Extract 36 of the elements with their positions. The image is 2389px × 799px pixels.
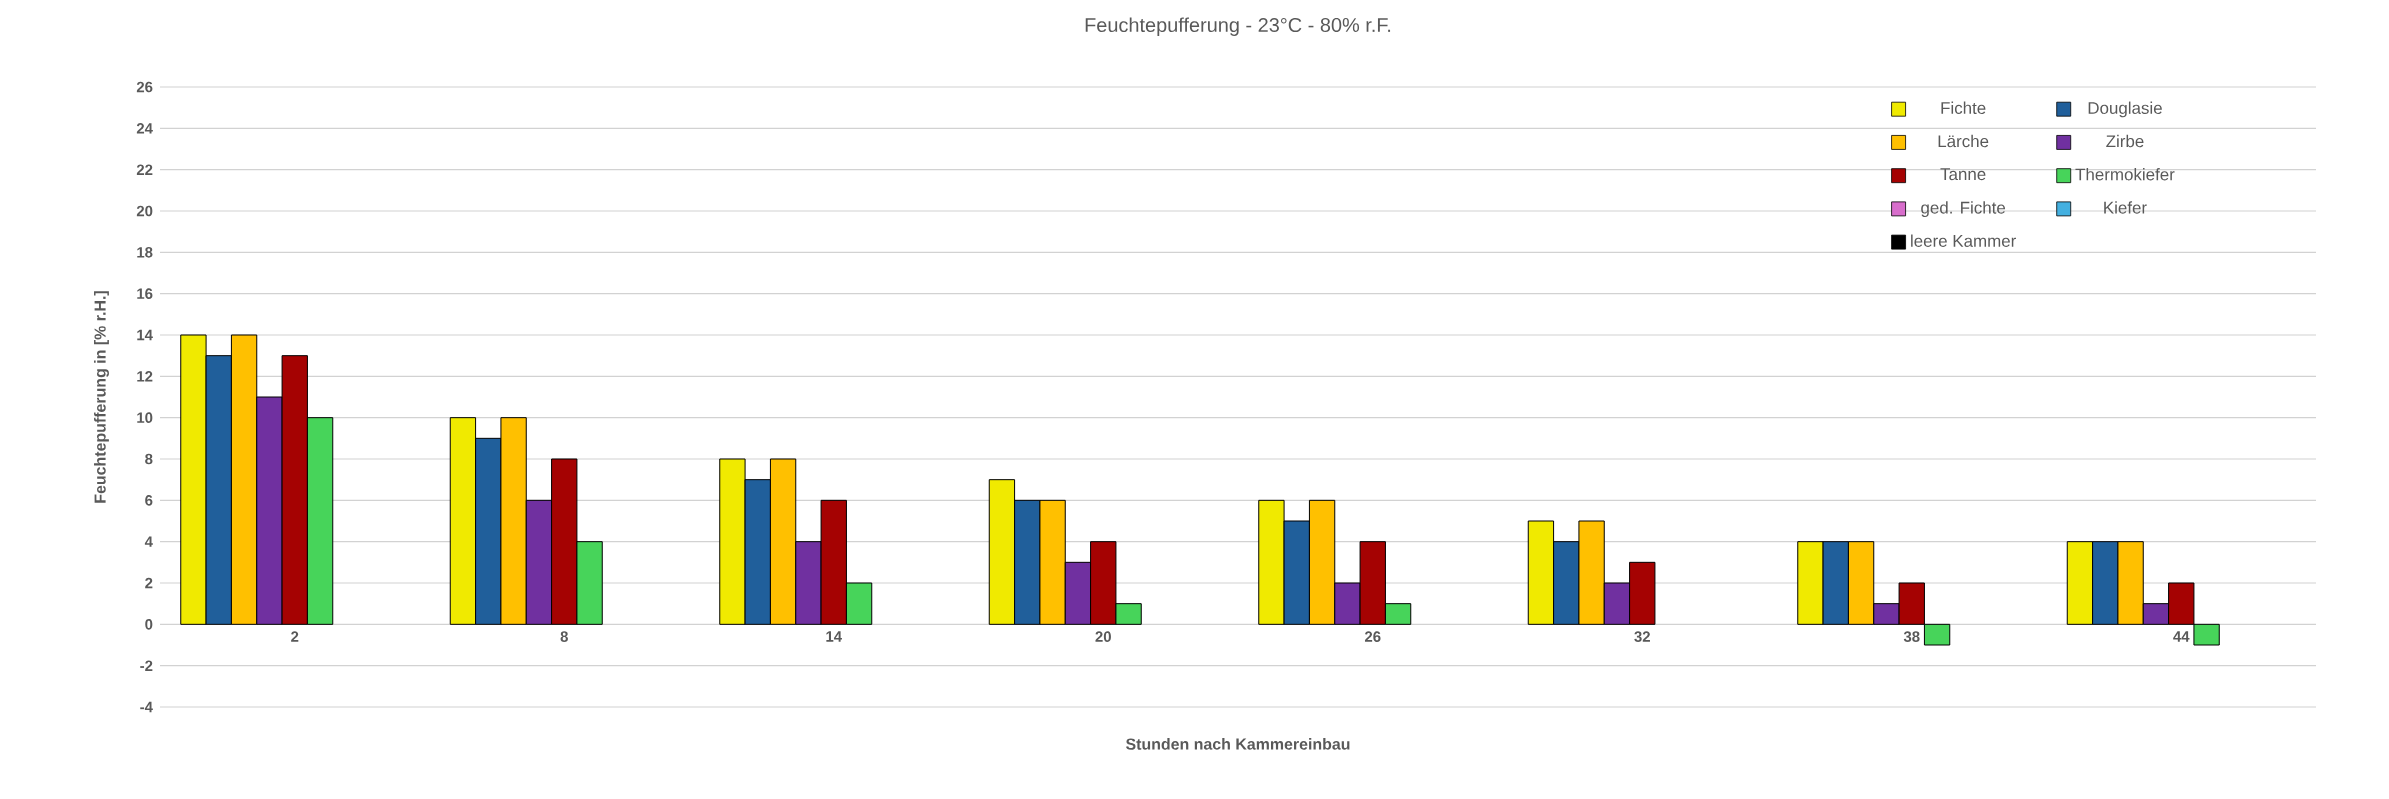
x-tick-label: 38: [1903, 631, 1920, 642]
x-tick-label: 8: [560, 631, 568, 642]
y-tick-label: 4: [144, 536, 153, 547]
legend-label: Fichte: [1941, 101, 1986, 114]
legend-label: Douglasie: [2088, 101, 2162, 118]
y-tick-label: 2: [145, 577, 153, 589]
x-tick-label: 14: [826, 631, 842, 642]
x-tick-label: 26: [1364, 631, 1381, 642]
x-tick-label: 32: [1634, 631, 1650, 642]
y-tick-label: 12: [137, 371, 153, 382]
y-tick-label: -4: [140, 701, 153, 713]
x-axis-title: Stunden nach Kammereinbau: [1125, 738, 1350, 750]
y-tick-label: 6: [145, 495, 153, 506]
legend-label: Kiefer: [2104, 201, 2147, 214]
legend-label: leere Kammer: [1911, 234, 2016, 247]
y-tick-label: 16: [137, 288, 153, 299]
y-tick-label: 14: [137, 329, 153, 341]
chart-title: Feuchtepufferung - 23°C - 80% r.F.: [1085, 17, 1391, 36]
legend-label: Thermokiefer: [2075, 168, 2175, 181]
legend-label: Tanne: [1940, 168, 1986, 181]
x-tick-label: 44: [2173, 631, 2190, 642]
y-tick-label: 20: [136, 205, 153, 217]
legend-label: ged. Fichte: [1921, 201, 2006, 218]
y-axis-title: Feuchtepufferung in [% r.H.]: [94, 291, 109, 503]
x-tick-label: 20: [1095, 631, 1111, 642]
y-tick-label: 24: [136, 123, 153, 134]
y-tick-label: 0: [145, 619, 153, 630]
y-tick-label: 26: [136, 81, 153, 93]
y-tick-label: -2: [140, 660, 153, 671]
legend-label: Zirbe: [2106, 134, 2144, 148]
y-tick-label: 18: [137, 247, 153, 258]
y-tick-label: 10: [137, 412, 153, 423]
x-tick-label: 2: [291, 631, 299, 642]
y-tick-label: 22: [136, 164, 153, 175]
legend-label: Lärche: [1938, 134, 1989, 148]
y-tick-label: 8: [145, 453, 153, 465]
